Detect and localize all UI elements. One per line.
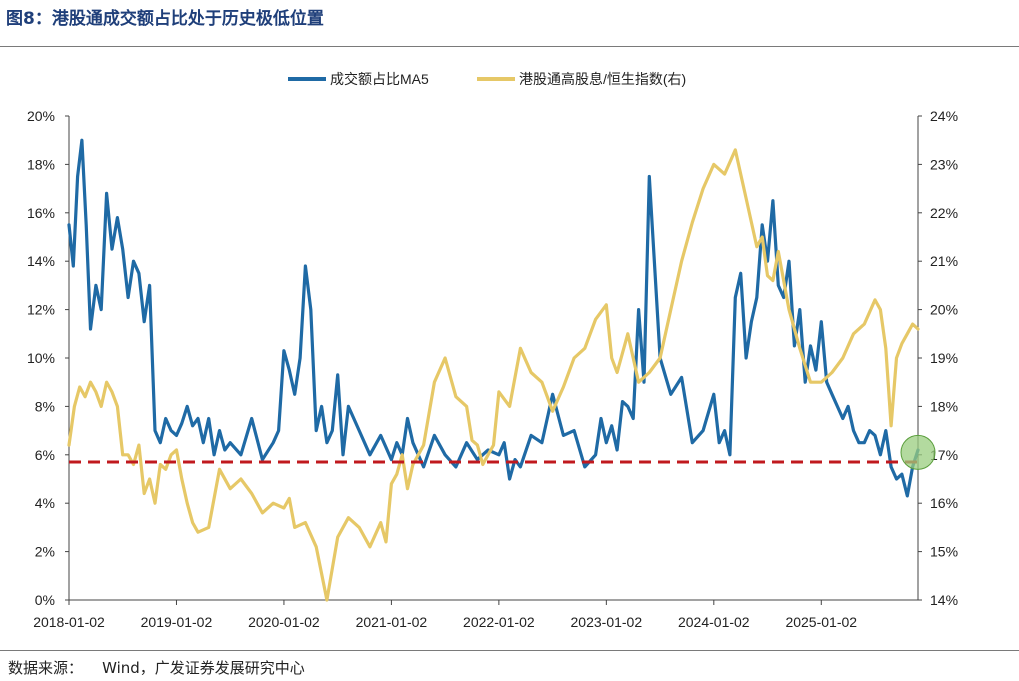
x-tick-label: 2019-01-02 [141,614,213,630]
source-note: 数据来源： Wind，广发证券发展研究中心 [8,659,305,677]
left-tick-label: 20% [27,108,55,124]
x-tick-label: 2021-01-02 [356,614,428,630]
left-tick-label: 18% [27,156,55,172]
right-tick-label: 16% [930,495,958,511]
right-tick-label: 24% [930,108,958,124]
right-tick-label: 19% [930,350,958,366]
axes: 0% 2% 4% 6% 8% 10% 12% 14% 16% 18% 20% 14% 15% 16% 17%… [27,108,958,630]
plot-area [67,138,936,602]
right-tick-label: 21% [930,253,958,269]
top-divider [0,46,1019,47]
series-line-ma5 [67,138,920,498]
left-tick-label: 6% [35,447,55,463]
x-tick-label: 2025-01-02 [785,614,857,630]
left-tick-label: 2% [35,544,55,560]
highlight-marker-circle [900,434,936,470]
x-tick-label: 2023-01-02 [571,614,643,630]
right-tick-label: 18% [930,398,958,414]
x-tick-label: 2024-01-02 [678,614,750,630]
right-tick-label: 17% [930,447,958,463]
legend-label-blue: 成交额占比MA5 [330,71,429,87]
right-tick-label: 20% [930,302,958,318]
chart-canvas: 成交额占比MA5 港股通高股息/恒生指数(右) 0% 2% 4% 6% 8% 10% 12%… [27,71,958,630]
x-tick-label: 2020-01-02 [248,614,320,630]
x-tick-label: 2022-01-02 [463,614,535,630]
figure-title: 图8：港股通成交额占比处于历史极低位置 [6,9,324,29]
legend: 成交额占比MA5 港股通高股息/恒生指数(右) [288,71,686,87]
left-tick-label: 14% [27,253,55,269]
right-tick-label: 15% [930,544,958,560]
right-tick-label: 14% [930,592,958,608]
right-tick-label: 23% [930,156,958,172]
x-tick-label: 2018-01-02 [33,614,105,630]
legend-label-gold: 港股通高股息/恒生指数(右) [519,71,686,87]
series-line-high-dividend [67,148,920,602]
left-tick-label: 8% [35,398,55,414]
left-tick-label: 16% [27,205,55,221]
bottom-divider [0,650,1019,651]
left-tick-label: 12% [27,302,55,318]
left-tick-label: 10% [27,350,55,366]
left-tick-label: 4% [35,495,55,511]
right-tick-label: 22% [930,205,958,221]
left-tick-label: 0% [35,592,55,608]
